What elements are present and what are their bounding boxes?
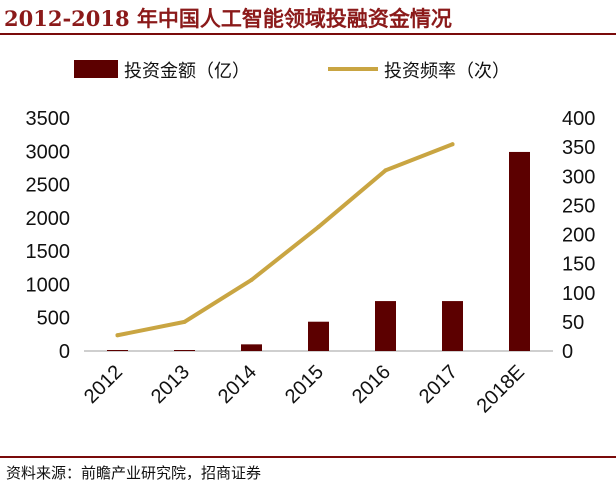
left-axis: 0 500 1000 1500 2000 2500 3000 3500 bbox=[26, 108, 71, 363]
x-tick-label: 2016 bbox=[348, 361, 395, 408]
bar bbox=[241, 344, 262, 351]
bar bbox=[442, 301, 463, 351]
left-tick-label: 1000 bbox=[26, 274, 71, 296]
left-tick-label: 1500 bbox=[26, 241, 71, 263]
x-tick-label: 2013 bbox=[147, 361, 194, 408]
left-tick-label: 500 bbox=[37, 308, 70, 330]
right-tick-label: 350 bbox=[562, 137, 595, 159]
line-point bbox=[182, 319, 187, 324]
right-axis: 0 50 100 150 200 250 300 350 400 bbox=[562, 108, 595, 363]
bar bbox=[308, 321, 329, 351]
legend-label-line: 投资频率（次） bbox=[384, 61, 510, 82]
source-divider bbox=[0, 456, 616, 458]
x-tick-label: 2015 bbox=[281, 361, 328, 408]
x-tick-label: 2018E bbox=[473, 361, 529, 417]
legend-label-bar: 投资金额（亿） bbox=[124, 61, 250, 82]
right-tick-label: 0 bbox=[562, 341, 573, 363]
legend-swatch-bar bbox=[74, 60, 118, 78]
line-point bbox=[316, 224, 321, 229]
bar bbox=[174, 350, 195, 351]
right-tick-label: 300 bbox=[562, 166, 595, 188]
left-tick-label: 2000 bbox=[26, 208, 71, 230]
line-point bbox=[383, 168, 388, 173]
x-tick-label: 2014 bbox=[214, 361, 261, 408]
line-series bbox=[115, 142, 455, 338]
right-tick-label: 100 bbox=[562, 283, 595, 305]
right-tick-label: 250 bbox=[562, 195, 595, 217]
combo-chart: 投资金额（亿） 投资频率（次） 0500100015002000250030003… bbox=[26, 60, 595, 417]
right-tick-label: 150 bbox=[562, 254, 595, 276]
right-tick-label: 50 bbox=[562, 312, 584, 334]
bar bbox=[509, 151, 530, 351]
legend: 投资金额（亿） 投资频率（次） bbox=[74, 60, 510, 82]
left-tick-label: 0 bbox=[59, 341, 70, 363]
right-tick-label: 400 bbox=[562, 108, 595, 130]
right-tick-label: 200 bbox=[562, 225, 595, 247]
bar bbox=[107, 350, 128, 351]
line-path bbox=[115, 142, 455, 338]
x-tick-label: 2017 bbox=[415, 361, 462, 408]
line-point bbox=[249, 277, 254, 282]
x-tick-label: 2012 bbox=[80, 361, 127, 408]
bar-series bbox=[107, 151, 530, 351]
line-point bbox=[450, 142, 455, 147]
chart-title: 2012-2018 年中国人工智能领域投融资金情况 bbox=[4, 6, 452, 31]
left-tick-label: 3000 bbox=[26, 141, 71, 163]
bar bbox=[375, 301, 396, 351]
left-tick-label: 2500 bbox=[26, 175, 71, 197]
left-tick-label: 3500 bbox=[26, 108, 71, 130]
title-divider bbox=[0, 33, 616, 35]
x-axis: 2012 2013 2014 2015 2016 2017 2018E bbox=[80, 350, 553, 417]
source-note: 资料来源：前瞻产业研究院，招商证券 bbox=[6, 464, 262, 482]
line-point bbox=[115, 333, 120, 338]
